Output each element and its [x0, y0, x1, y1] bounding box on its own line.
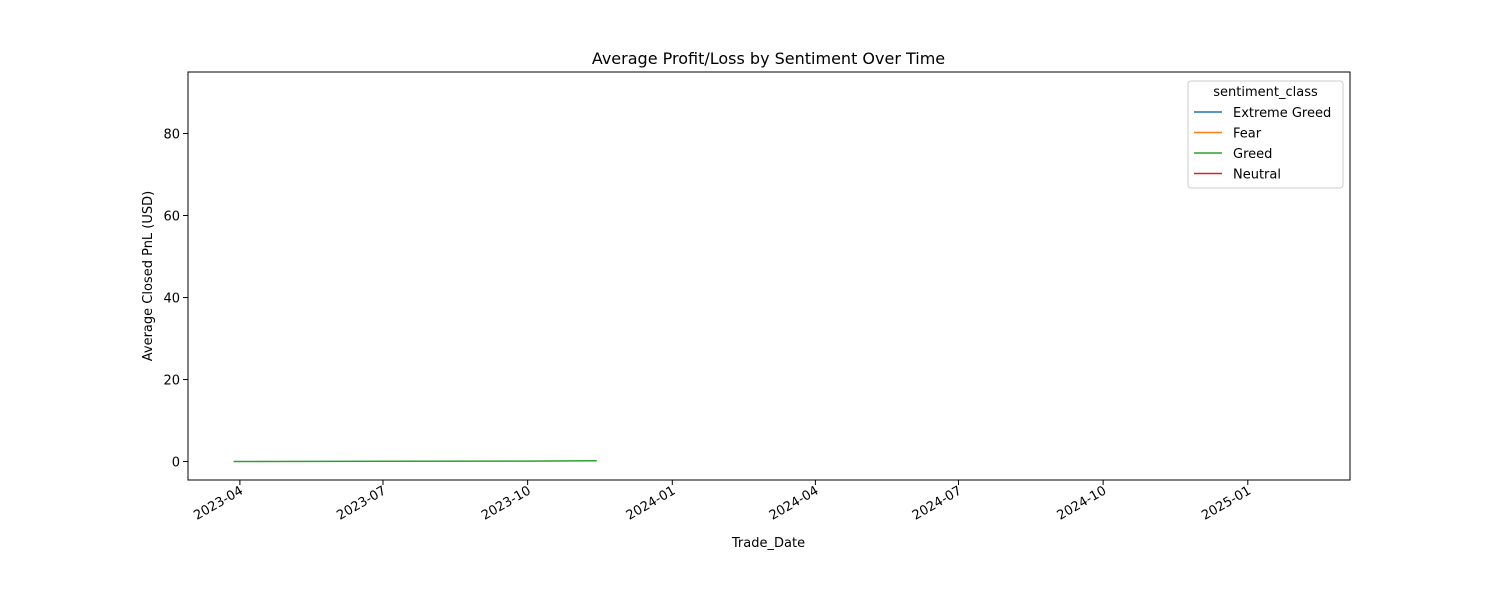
legend-entry: Neutral [1233, 168, 1281, 183]
legend: sentiment_class Extreme Greed Fear Greed Ne… [1187, 80, 1344, 189]
y-tick-label: 80 [163, 128, 180, 143]
legend-entry: Fear [1233, 127, 1262, 142]
y-tick-label: 60 [163, 210, 180, 225]
legend-title: sentiment_class [1213, 85, 1318, 100]
y-tick-label: 0 [172, 456, 180, 471]
y-axis: 0 20 40 60 80 [163, 128, 188, 471]
y-tick-label: 40 [163, 292, 180, 307]
plot-frame [187, 71, 1351, 481]
y-tick-label: 20 [163, 374, 180, 389]
legend-items: Extreme Greed Fear Greed Neutral [1194, 106, 1331, 183]
series-line-greed [233, 459, 597, 463]
chart-title: Average Profit/Loss by Sentiment Over Ti… [592, 49, 945, 68]
x-axis-title: Trade_Date [731, 536, 805, 551]
legend-box [1187, 80, 1344, 189]
legend-entry: Greed [1233, 147, 1272, 162]
plot-area [233, 459, 597, 463]
y-axis-title: Average Closed PnL (USD) [141, 191, 156, 361]
legend-entry: Extreme Greed [1233, 106, 1331, 121]
